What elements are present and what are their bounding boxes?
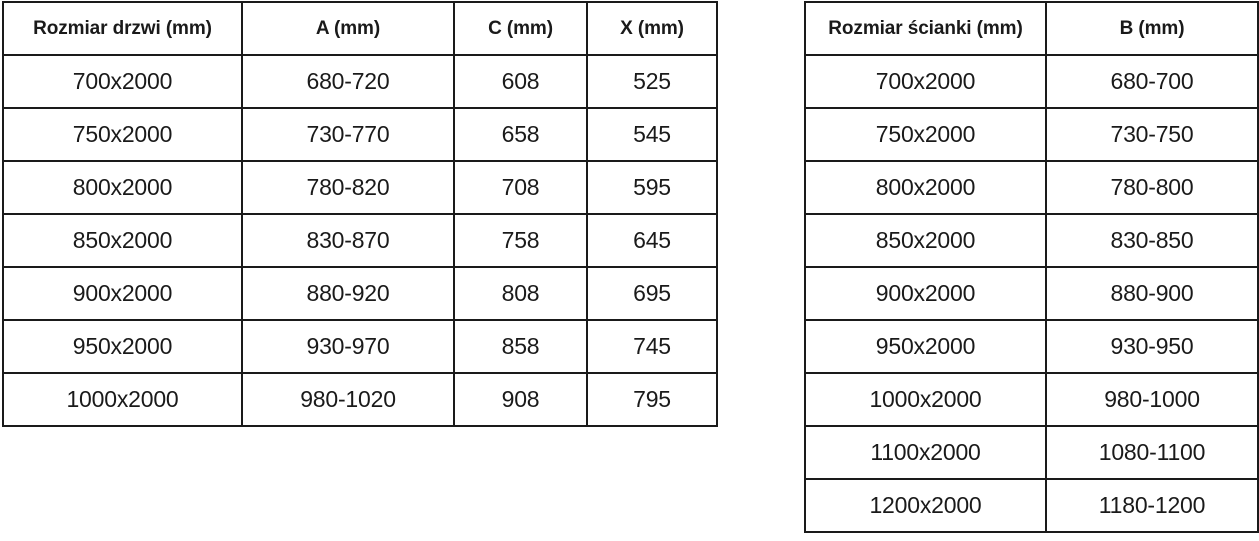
cell-wall-size: 800x2000: [804, 160, 1047, 215]
cell-x: 645: [586, 213, 718, 268]
cell-door-size: 700x2000: [2, 54, 243, 109]
table-row: 950x2000 930-970 858 745: [2, 319, 718, 374]
cell-wall-size: 1000x2000: [804, 372, 1047, 427]
table-header-row: Rozmiar ścianki (mm) B (mm): [804, 1, 1259, 56]
door-size-table: Rozmiar drzwi (mm) A (mm) C (mm) X (mm) …: [2, 1, 718, 427]
cell-x: 595: [586, 160, 718, 215]
table-row: 1000x2000 980-1000: [804, 372, 1259, 427]
cell-b: 980-1000: [1045, 372, 1259, 427]
cell-b: 1080-1100: [1045, 425, 1259, 480]
cell-c: 608: [453, 54, 588, 109]
table-row: 800x2000 780-800: [804, 160, 1259, 215]
table-row: 700x2000 680-700: [804, 54, 1259, 109]
table-row: 1000x2000 980-1020 908 795: [2, 372, 718, 427]
column-header-c: C (mm): [453, 1, 588, 56]
cell-a: 930-970: [241, 319, 455, 374]
table-row: 850x2000 830-850: [804, 213, 1259, 268]
cell-a: 830-870: [241, 213, 455, 268]
cell-a: 780-820: [241, 160, 455, 215]
column-header-wall-size: Rozmiar ścianki (mm): [804, 1, 1047, 56]
cell-wall-size: 1200x2000: [804, 478, 1047, 533]
cell-c: 908: [453, 372, 588, 427]
wall-panel-size-table: Rozmiar ścianki (mm) B (mm) 700x2000 680…: [804, 1, 1259, 533]
column-header-b: B (mm): [1045, 1, 1259, 56]
cell-x: 545: [586, 107, 718, 162]
cell-b: 880-900: [1045, 266, 1259, 321]
cell-b: 730-750: [1045, 107, 1259, 162]
column-header-x: X (mm): [586, 1, 718, 56]
cell-wall-size: 850x2000: [804, 213, 1047, 268]
table-row: 1100x2000 1080-1100: [804, 425, 1259, 480]
table-row: 800x2000 780-820 708 595: [2, 160, 718, 215]
table-row: 750x2000 730-770 658 545: [2, 107, 718, 162]
door-table-body: 700x2000 680-720 608 525 750x2000 730-77…: [2, 54, 718, 427]
cell-a: 730-770: [241, 107, 455, 162]
table-header-row: Rozmiar drzwi (mm) A (mm) C (mm) X (mm): [2, 1, 718, 56]
table-row: 700x2000 680-720 608 525: [2, 54, 718, 109]
cell-b: 780-800: [1045, 160, 1259, 215]
cell-door-size: 850x2000: [2, 213, 243, 268]
cell-x: 695: [586, 266, 718, 321]
column-header-a: A (mm): [241, 1, 455, 56]
cell-a: 680-720: [241, 54, 455, 109]
cell-door-size: 900x2000: [2, 266, 243, 321]
cell-wall-size: 950x2000: [804, 319, 1047, 374]
cell-x: 525: [586, 54, 718, 109]
table-row: 850x2000 830-870 758 645: [2, 213, 718, 268]
table-row: 900x2000 880-900: [804, 266, 1259, 321]
cell-x: 795: [586, 372, 718, 427]
table-row: 1200x2000 1180-1200: [804, 478, 1259, 533]
cell-c: 808: [453, 266, 588, 321]
cell-c: 758: [453, 213, 588, 268]
cell-c: 858: [453, 319, 588, 374]
column-header-door-size: Rozmiar drzwi (mm): [2, 1, 243, 56]
cell-c: 658: [453, 107, 588, 162]
cell-wall-size: 1100x2000: [804, 425, 1047, 480]
cell-wall-size: 750x2000: [804, 107, 1047, 162]
cell-door-size: 950x2000: [2, 319, 243, 374]
cell-a: 980-1020: [241, 372, 455, 427]
cell-c: 708: [453, 160, 588, 215]
door-table-header: Rozmiar drzwi (mm) A (mm) C (mm) X (mm): [2, 1, 718, 56]
cell-wall-size: 900x2000: [804, 266, 1047, 321]
wall-table-header: Rozmiar ścianki (mm) B (mm): [804, 1, 1259, 56]
cell-b: 1180-1200: [1045, 478, 1259, 533]
wall-table-body: 700x2000 680-700 750x2000 730-750 800x20…: [804, 54, 1259, 533]
table-row: 750x2000 730-750: [804, 107, 1259, 162]
cell-x: 745: [586, 319, 718, 374]
cell-b: 930-950: [1045, 319, 1259, 374]
cell-wall-size: 700x2000: [804, 54, 1047, 109]
table-row: 950x2000 930-950: [804, 319, 1259, 374]
cell-door-size: 800x2000: [2, 160, 243, 215]
table-row: 900x2000 880-920 808 695: [2, 266, 718, 321]
cell-door-size: 1000x2000: [2, 372, 243, 427]
cell-b: 830-850: [1045, 213, 1259, 268]
cell-door-size: 750x2000: [2, 107, 243, 162]
cell-b: 680-700: [1045, 54, 1259, 109]
cell-a: 880-920: [241, 266, 455, 321]
